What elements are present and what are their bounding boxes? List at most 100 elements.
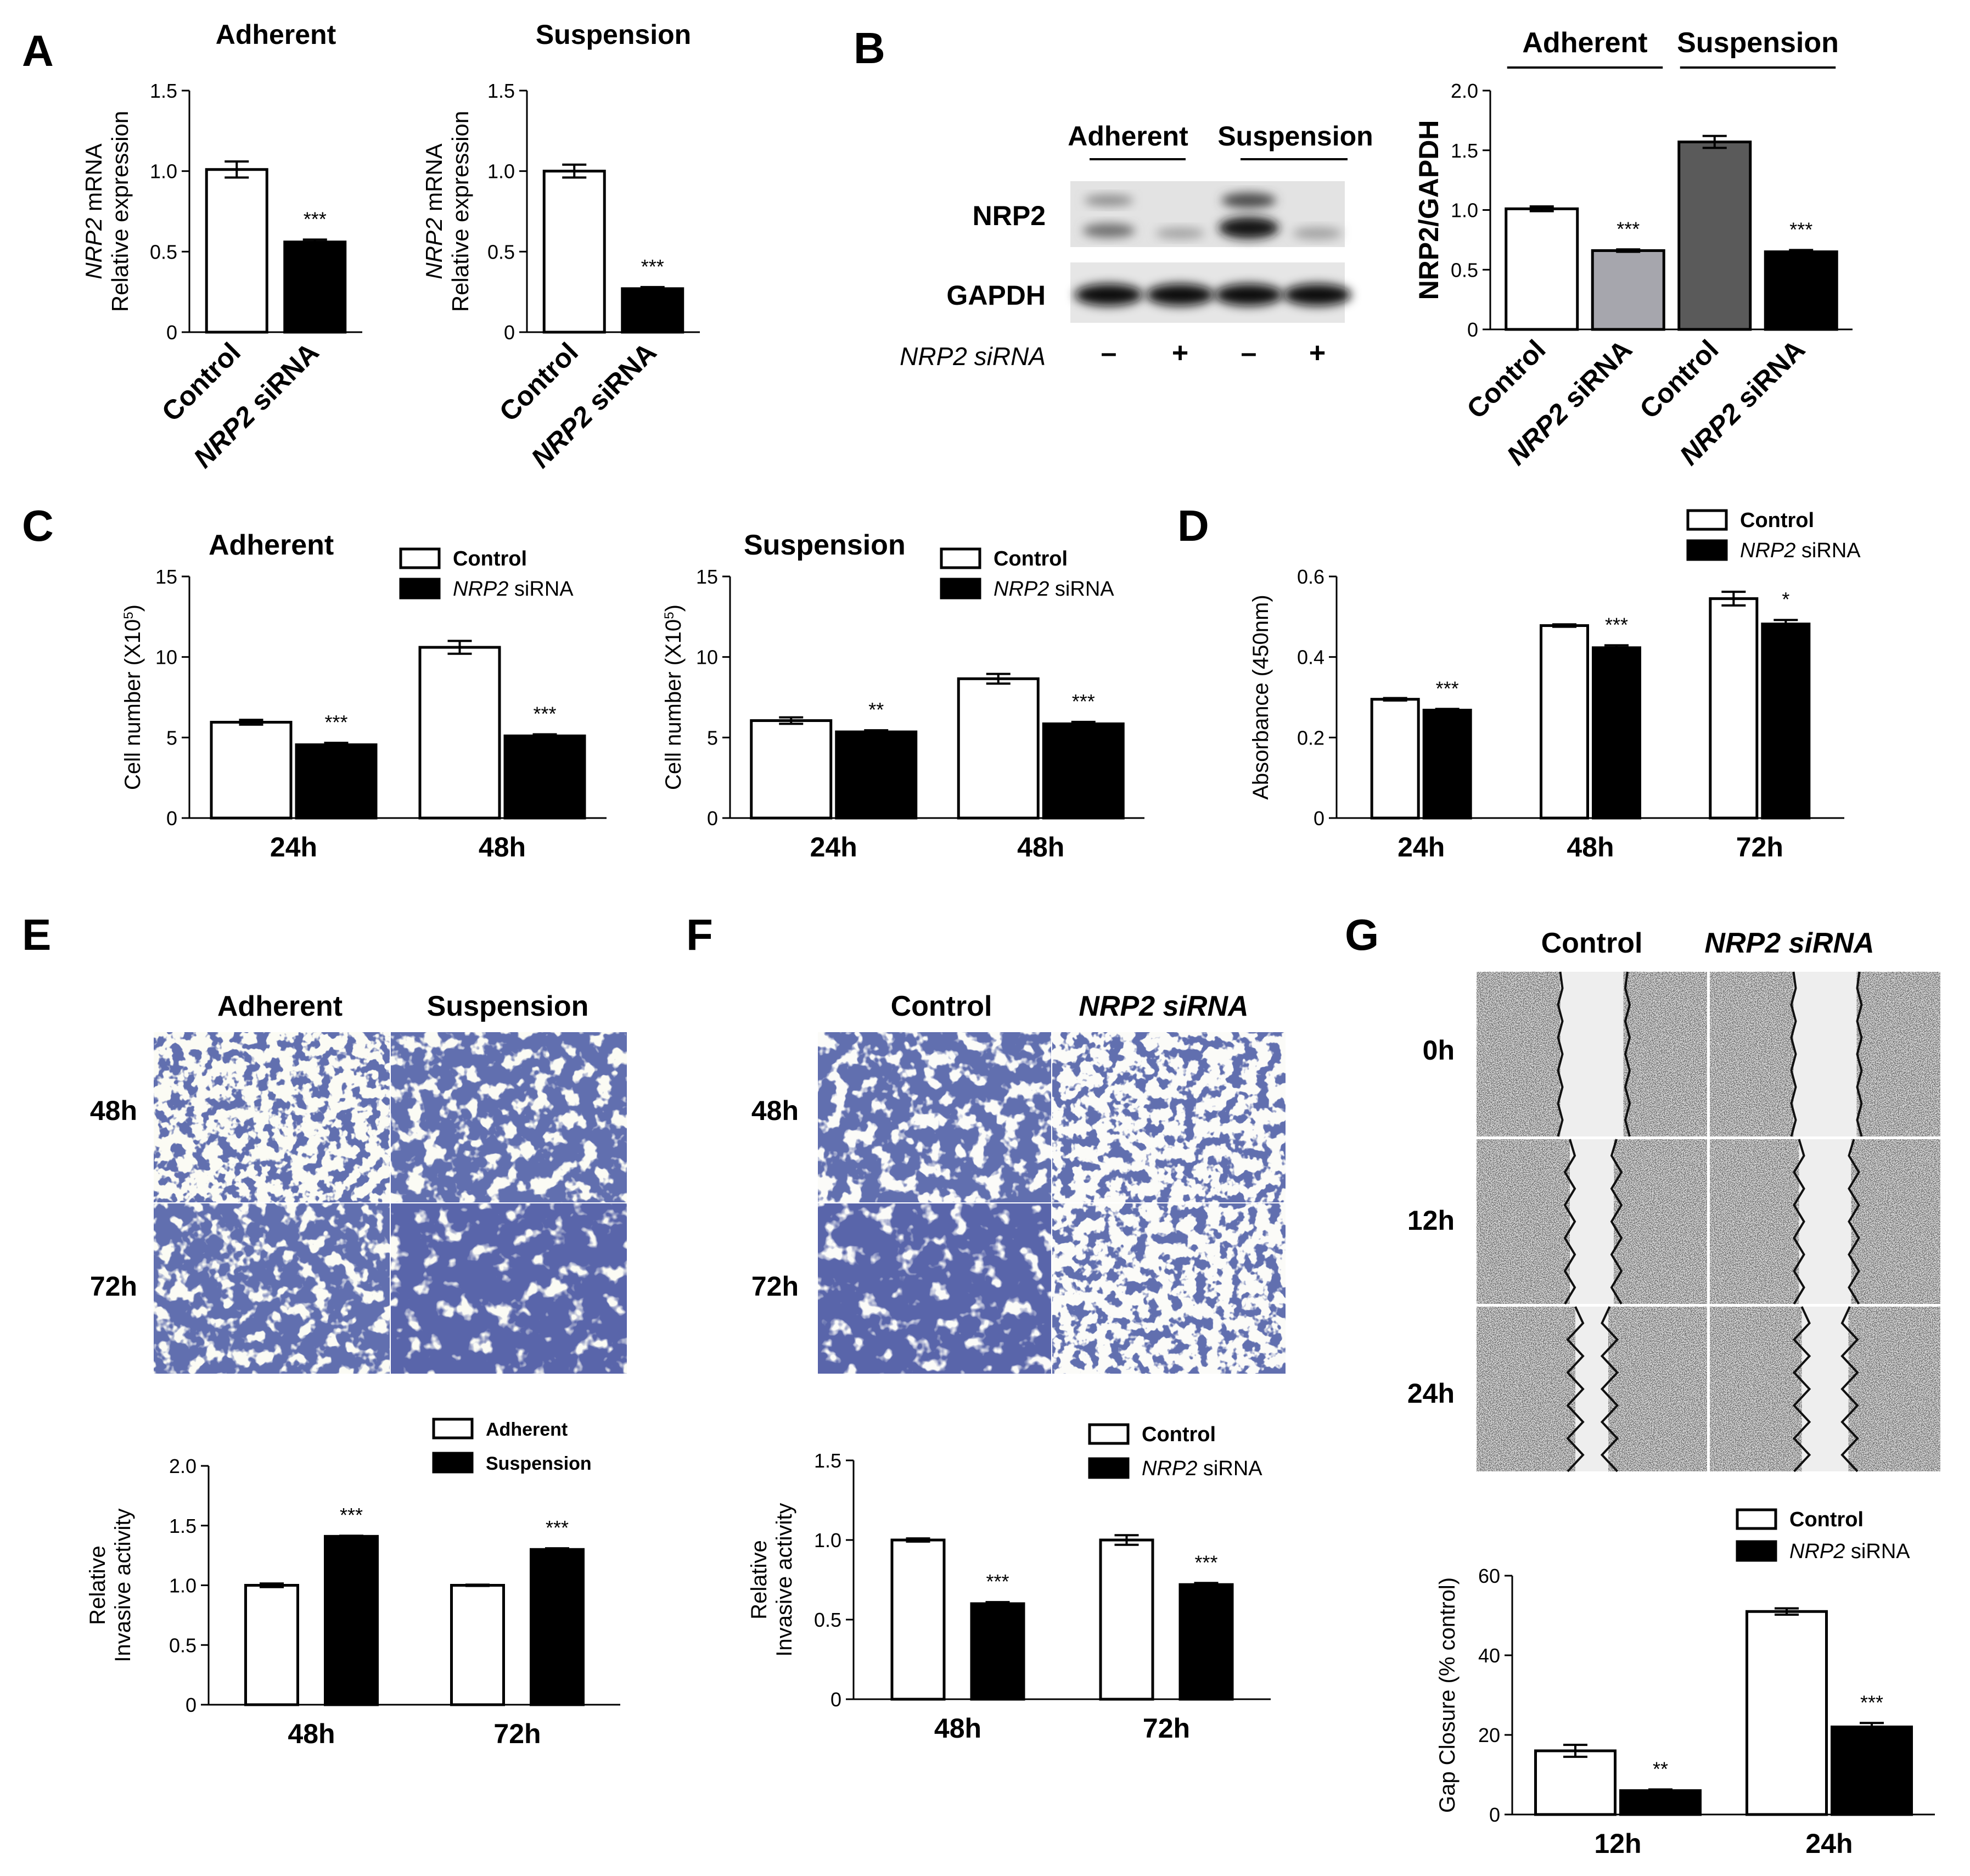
chart-a-adherent: Adherent 0 0.5 1.0 1.5 NRP2 mRNARelative expr… bbox=[81, 19, 362, 474]
panel-letter-g: G bbox=[1345, 910, 1379, 959]
bar bbox=[970, 1602, 1025, 1701]
bar bbox=[1422, 708, 1472, 820]
panel-letter-a: A bbox=[22, 26, 54, 75]
bar bbox=[1677, 141, 1752, 331]
x-tick-label: 24h bbox=[1805, 1828, 1853, 1859]
micro-e-row-label: 72h bbox=[90, 1271, 137, 1302]
significance-label: *** bbox=[986, 1570, 1009, 1593]
bar bbox=[418, 646, 501, 820]
blot-nrp2-band bbox=[1084, 195, 1133, 206]
group-label: Suspension bbox=[1677, 27, 1839, 59]
y-axis-label: RelativeInvasive activity bbox=[747, 1503, 796, 1656]
legend-swatch bbox=[399, 578, 441, 600]
blot-row-label-gapdh: GAPDH bbox=[946, 280, 1046, 311]
bar bbox=[621, 287, 684, 334]
micro-e-row-label: 48h bbox=[90, 1095, 137, 1126]
y-tick-label: 15 bbox=[696, 565, 718, 588]
blot-gapdh-band bbox=[1146, 284, 1214, 306]
legend-label: Control bbox=[453, 547, 527, 570]
y-tick-label: 0 bbox=[1467, 318, 1478, 341]
y-axis-label: NRP2 mRNARelative expression bbox=[421, 111, 473, 312]
y-tick-label: 1.5 bbox=[487, 80, 515, 102]
wound-edge bbox=[1566, 1306, 1585, 1472]
significance-label: *** bbox=[533, 702, 556, 725]
micro-g-row-label: 24h bbox=[1407, 1378, 1455, 1409]
chart-c-suspension: Suspension 0 5 10 15 Cell number (X105) Contro… bbox=[661, 529, 1144, 863]
x-tick-label: 72h bbox=[1143, 1713, 1190, 1744]
wound-gap bbox=[1570, 1139, 1614, 1304]
significance-label: ** bbox=[1653, 1757, 1668, 1780]
y-tick-label: 15 bbox=[155, 565, 177, 588]
bar bbox=[1591, 249, 1665, 331]
bar bbox=[283, 240, 347, 334]
x-tick-label: 48h bbox=[479, 832, 526, 863]
legend-swatch bbox=[1088, 1457, 1130, 1479]
wound-edge bbox=[1840, 1306, 1859, 1472]
chart-f-invasion: 0 0.5 1.0 1.5 RelativeInvasive activity Contr… bbox=[747, 1423, 1271, 1744]
bar bbox=[1619, 1789, 1702, 1816]
x-tick-label: 48h bbox=[1567, 832, 1614, 863]
significance-label: ** bbox=[868, 698, 884, 721]
micrograph-f-stain bbox=[818, 1032, 1051, 1202]
significance-label: *** bbox=[546, 1516, 569, 1539]
y-axis-label: Gap Closure (% control) bbox=[1435, 1577, 1460, 1813]
y-tick-label: 1.5 bbox=[150, 80, 177, 102]
y-axis-label: Cell number (X105) bbox=[121, 604, 145, 790]
bar bbox=[890, 1538, 946, 1701]
micro-f-col-label: Control bbox=[891, 990, 992, 1022]
blot-row-label-nrp2: NRP2 bbox=[973, 200, 1046, 231]
bar bbox=[210, 720, 293, 820]
micrograph-e-stain bbox=[391, 1032, 627, 1202]
micro-g-col-label: NRP2 siRNA bbox=[1704, 927, 1874, 959]
y-tick-label: 1.0 bbox=[169, 1575, 197, 1597]
significance-label: *** bbox=[340, 1504, 363, 1526]
bar bbox=[1746, 1610, 1828, 1816]
bar bbox=[1370, 698, 1420, 820]
legend-label: Suspension bbox=[486, 1453, 592, 1474]
bar bbox=[1540, 624, 1589, 820]
micrograph-grid-f: Control NRP2 siRNA 48h 72h bbox=[751, 990, 1286, 1374]
x-tick-label: 72h bbox=[493, 1718, 541, 1749]
panel-letter-e: E bbox=[22, 910, 51, 959]
bar bbox=[1042, 722, 1125, 820]
y-tick-label: 1.5 bbox=[169, 1515, 197, 1537]
bar bbox=[1099, 1538, 1154, 1701]
y-tick-label: 0 bbox=[830, 1688, 841, 1711]
y-tick-label: 0.4 bbox=[1297, 646, 1324, 669]
bar bbox=[1764, 250, 1838, 331]
micro-g-row-label: 0h bbox=[1423, 1035, 1455, 1066]
legend-swatch bbox=[432, 1418, 474, 1440]
wound-images bbox=[1477, 971, 1940, 1472]
significance-label: *** bbox=[304, 208, 327, 230]
wound-gap bbox=[1799, 1139, 1851, 1304]
x-tick-label: 24h bbox=[1397, 832, 1445, 863]
wound-edge bbox=[1856, 971, 1863, 1137]
y-tick-label: 40 bbox=[1478, 1644, 1500, 1667]
wound-edge bbox=[1557, 971, 1564, 1137]
x-tick-label: 48h bbox=[1017, 832, 1064, 863]
wound-edge bbox=[1600, 1306, 1619, 1472]
x-tick-label: 24h bbox=[270, 832, 317, 863]
wound-edge bbox=[1790, 971, 1797, 1137]
chart-c-adherent: Adherent 0 5 10 15 Cell number (X105) Control N… bbox=[121, 529, 607, 863]
y-axis-label: Cell number (X105) bbox=[661, 604, 686, 790]
significance-label: *** bbox=[1789, 218, 1812, 240]
micro-g-col-label: Control bbox=[1541, 927, 1643, 959]
blot-lane-sign: – bbox=[1241, 337, 1257, 369]
y-tick-label: 0 bbox=[166, 321, 177, 344]
y-tick-label: 10 bbox=[155, 646, 177, 669]
wound-edge bbox=[1563, 1139, 1576, 1305]
y-tick-label: 20 bbox=[1478, 1724, 1500, 1746]
y-tick-label: 1.5 bbox=[814, 1449, 841, 1472]
blot-lane-sign: – bbox=[1101, 337, 1117, 369]
bar bbox=[1709, 597, 1759, 820]
y-tick-label: 0 bbox=[707, 807, 718, 830]
x-tick-label: 12h bbox=[1594, 1828, 1641, 1859]
micro-f-row-label: 72h bbox=[751, 1271, 799, 1302]
significance-label: *** bbox=[1194, 1551, 1217, 1573]
micro-g-row-label: 12h bbox=[1407, 1205, 1455, 1236]
bar bbox=[503, 734, 586, 820]
blot-group-label-suspension: Suspension bbox=[1217, 121, 1373, 152]
legend-swatch bbox=[1686, 509, 1728, 531]
